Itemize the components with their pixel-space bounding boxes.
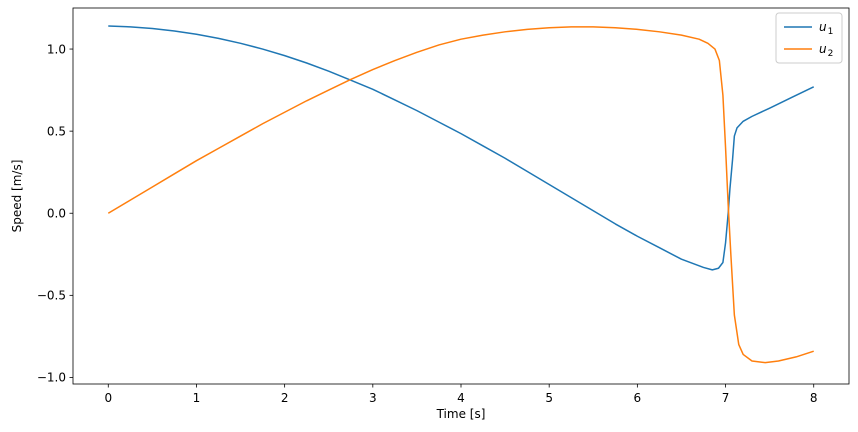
legend-label-2: u2	[819, 42, 833, 59]
plot-area	[73, 8, 849, 384]
series-layer	[107, 25, 815, 364]
legend-label-1: u1	[819, 20, 833, 37]
y-tick-label: 0.5	[47, 124, 66, 138]
plot-background	[73, 8, 849, 384]
x-tick-label: 7	[722, 391, 730, 405]
y-tick-label: 0.0	[47, 207, 66, 221]
x-tick-label: 6	[634, 391, 642, 405]
legend-box	[775, 12, 843, 64]
x-axis-label: Time [s]	[436, 407, 486, 421]
x-tick-label: 3	[369, 391, 377, 405]
x-tick-label: 1	[193, 391, 201, 405]
series-line-2	[107, 26, 814, 364]
y-tick-label: 1.0	[47, 42, 66, 56]
y-tick-label: −0.5	[37, 289, 66, 303]
series-line-1	[108, 25, 815, 271]
x-tick-label: 2	[281, 391, 289, 405]
axes-layer: 0 1 2 3 4 5 6 7 8 −1.0 −0.5 0.0 0.5 1.0	[37, 7, 850, 405]
y-tick-label: −1.0	[37, 371, 66, 385]
y-axis-label: Speed [m/s]	[10, 160, 24, 233]
x-tick-label: 0	[104, 391, 112, 405]
x-tick-label: 4	[457, 391, 465, 405]
x-tick-label: 5	[545, 391, 553, 405]
x-tick-label: 8	[810, 391, 818, 405]
